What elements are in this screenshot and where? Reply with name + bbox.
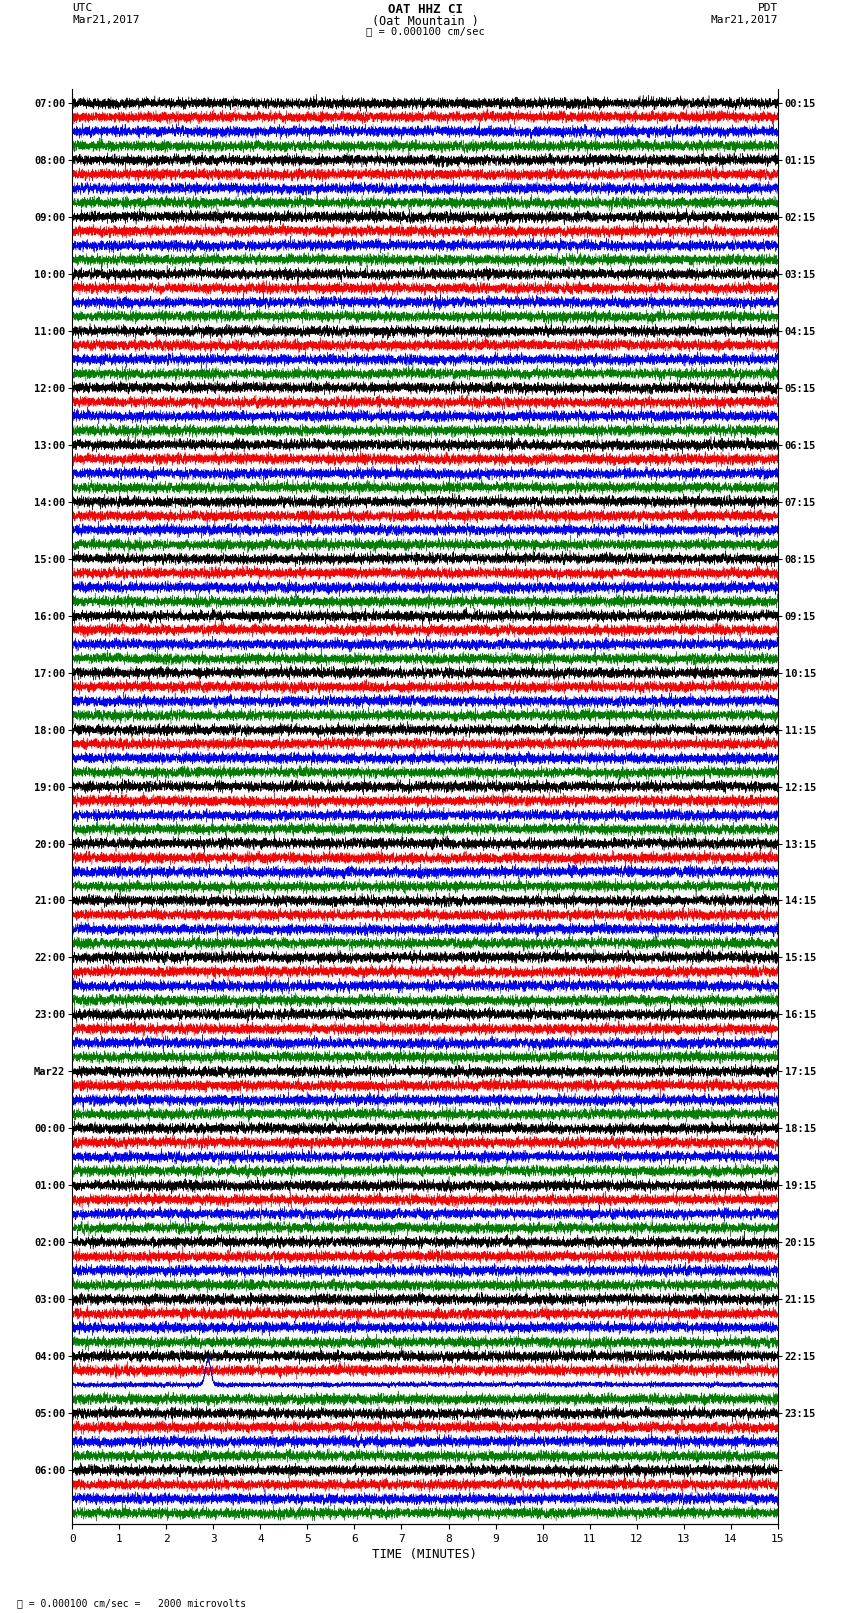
Text: ⎹ = 0.000100 cm/sec: ⎹ = 0.000100 cm/sec — [366, 26, 484, 35]
X-axis label: TIME (MINUTES): TIME (MINUTES) — [372, 1548, 478, 1561]
Text: ⎹ = 0.000100 cm/sec =   2000 microvolts: ⎹ = 0.000100 cm/sec = 2000 microvolts — [17, 1598, 246, 1608]
Text: (Oat Mountain ): (Oat Mountain ) — [371, 15, 479, 27]
Text: PDT: PDT — [757, 3, 778, 13]
Text: Mar21,2017: Mar21,2017 — [72, 15, 139, 24]
Text: OAT HHZ CI: OAT HHZ CI — [388, 3, 462, 16]
Text: Mar21,2017: Mar21,2017 — [711, 15, 778, 24]
Text: UTC: UTC — [72, 3, 93, 13]
